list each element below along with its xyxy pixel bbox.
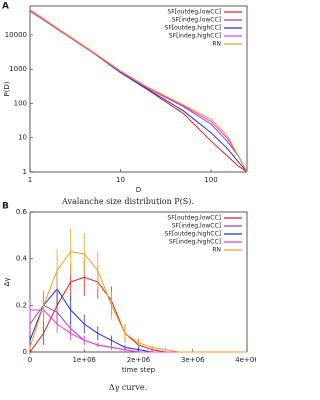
legend-label: SF[indeg,lowCC] <box>172 17 221 24</box>
y-tick-label: 0.6 <box>16 208 28 216</box>
legend-label: SF[outdeg,highCC] <box>165 231 221 238</box>
x-axis-label: time step <box>122 366 156 374</box>
y-tick-label: 100 <box>14 99 27 107</box>
x-tick-label: 4e+06 <box>235 356 256 364</box>
x-tick-label: 0 <box>28 356 32 364</box>
series-line <box>29 9 248 173</box>
legend-label: SF[outdeg,lowCC] <box>167 215 221 222</box>
x-tick-label: 2e+06 <box>127 356 151 364</box>
legend-label: SF[indeg,highCC] <box>169 33 221 40</box>
legend-label: SF[outdeg,highCC] <box>165 25 221 32</box>
x-tick-label: 10 <box>116 176 125 184</box>
series-line <box>29 251 247 353</box>
legend-label: SF[outdeg,lowCC] <box>167 9 221 16</box>
x-tick-label: 1 <box>28 176 32 184</box>
y-tick-label: 10 <box>18 134 27 142</box>
legend-label: RN <box>212 247 221 254</box>
x-tick-label: 3e+06 <box>181 356 205 364</box>
legend-label: SF[indeg,highCC] <box>169 239 221 246</box>
y-tick-label: 0.4 <box>16 255 28 263</box>
panel-label: B <box>2 202 9 212</box>
caption: Δγ curve. <box>109 383 147 392</box>
legend-label: SF[indeg,lowCC] <box>172 223 221 230</box>
caption: Avalanche size distribution P(S). <box>61 197 194 206</box>
x-tick-label: 100 <box>204 176 217 184</box>
y-tick-label: 0.2 <box>16 301 27 309</box>
y-tick-label: 0 <box>23 348 27 356</box>
y-tick-label: 1 <box>23 168 27 176</box>
y-axis-label: Δγ <box>3 278 11 287</box>
panel-label: A <box>2 2 9 12</box>
series-line <box>29 10 248 173</box>
x-axis-label: D <box>136 186 141 194</box>
y-tick-label: 1000 <box>9 65 27 73</box>
x-tick-label: 1e+06 <box>72 356 96 364</box>
y-axis-label: P(D) <box>3 81 11 96</box>
y-tick-label: 10000 <box>5 31 27 39</box>
figure: 1 10 100 1 10 100 1000 10000 A P(D) D Avalanche siz… <box>2 2 256 393</box>
plot-frame <box>29 5 248 173</box>
legend-label: RN <box>212 41 221 48</box>
